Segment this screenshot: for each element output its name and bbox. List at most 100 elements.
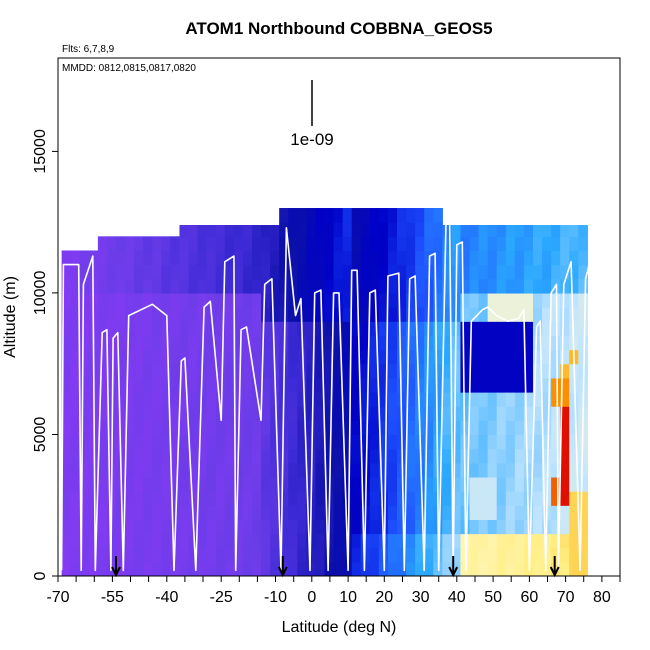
heatmap-cell [496, 250, 507, 266]
heatmap-cell [469, 476, 480, 492]
heatmap-cell [134, 406, 144, 421]
heatmap-cell [242, 462, 253, 478]
heatmap-cell [315, 420, 326, 436]
heatmap-cell [315, 434, 326, 450]
heatmap-cell [333, 533, 344, 549]
heatmap-cell [532, 547, 543, 563]
heatmap-cell [134, 519, 144, 535]
heatmap-cell [496, 335, 507, 351]
heatmap-cell [415, 561, 425, 576]
heatmap-cell [97, 561, 108, 576]
heatmap-cell [224, 321, 235, 336]
heatmap-cell [70, 434, 81, 450]
heatmap-cell [478, 349, 489, 365]
heatmap-cell [197, 236, 208, 252]
heatmap-cell [242, 406, 253, 421]
heatmap-cell [342, 406, 353, 421]
heatmap-cell [406, 491, 416, 506]
heatmap-cell [369, 363, 380, 379]
heatmap-cell [415, 533, 425, 549]
heatmap-cell [433, 278, 443, 294]
arrow-head [448, 566, 459, 578]
heatmap-cell [233, 349, 244, 365]
heatmap-cell [188, 547, 199, 563]
heatmap-cell [79, 349, 90, 365]
heatmap-cell [233, 236, 244, 252]
heatmap-cell [224, 420, 235, 436]
heatmap-cell [134, 264, 144, 280]
heatmap-cell [161, 420, 171, 436]
heatmap-cell [496, 225, 507, 237]
heatmap-cell [197, 392, 208, 407]
heatmap-cell [369, 349, 380, 365]
heatmap-cell [406, 533, 416, 549]
heatmap-cell [79, 321, 90, 336]
heatmap-cell [424, 349, 434, 365]
heatmap-cell [333, 335, 344, 351]
heatmap-cell [70, 561, 81, 576]
heatmap-cell [333, 377, 344, 393]
heatmap-cell [369, 491, 380, 506]
heatmap-cell [215, 519, 226, 535]
heatmap-cell [478, 533, 489, 549]
heatmap-cell [70, 349, 81, 365]
heatmap-cell [315, 519, 326, 535]
heatmap-cell [116, 264, 126, 280]
heatmap-cell [505, 225, 516, 237]
heatmap-cell [261, 264, 271, 280]
heatmap-cell [315, 406, 326, 421]
heatmap-cell [270, 264, 280, 280]
heatmap-cell [224, 225, 235, 237]
heatmap-cell [215, 547, 226, 563]
heatmap-cell [315, 321, 326, 336]
heatmap-cell [70, 519, 81, 535]
heatmap-cell [270, 491, 280, 506]
plot-frame [57, 57, 621, 577]
heatmap-cell [206, 519, 217, 535]
heatmap-cell [79, 278, 90, 294]
x-tick-label: 50 [484, 589, 502, 606]
heatmap-cell [188, 392, 199, 407]
heatmap-cell [61, 434, 72, 450]
heatmap-cell [306, 363, 317, 379]
heatmap-cell [433, 292, 443, 308]
heatmap-cell [415, 236, 425, 252]
heatmap-cell [360, 278, 371, 294]
heatmap-cell [233, 533, 244, 549]
heatmap-cell [551, 406, 561, 421]
heatmap-cell [551, 533, 561, 549]
heatmap-cell [351, 491, 362, 506]
heatmap-cell [161, 505, 171, 520]
heatmap-cell [152, 505, 162, 520]
heatmap-cell [460, 278, 471, 294]
heatmap-cell [342, 434, 353, 450]
heatmap-cell [152, 363, 162, 379]
heatmap-cell [143, 278, 153, 294]
heatmap-cell [188, 307, 199, 322]
heatmap-cell [378, 377, 389, 393]
heatmap-cell [233, 225, 244, 237]
heatmap-cell [306, 278, 317, 294]
heatmap-cell [496, 561, 507, 576]
heatmap-cell [387, 533, 398, 549]
heatmap-cell [297, 264, 307, 280]
heatmap-cell [478, 434, 489, 450]
heatmap-cell [88, 505, 99, 520]
heatmap-cell [279, 476, 289, 492]
heatmap-cell [433, 250, 443, 266]
heatmap-cell [143, 547, 153, 563]
heatmap-cell [324, 349, 335, 365]
heatmap-cell [514, 363, 525, 379]
x-tick-label: -70 [46, 589, 69, 606]
heatmap-cell [469, 264, 480, 280]
heatmap-cell [79, 491, 90, 506]
heatmap-cell [170, 448, 181, 464]
heatmap-cell [387, 363, 398, 379]
heatmap-cell [97, 363, 108, 379]
heatmap-cell [297, 292, 307, 308]
heatmap-cell [143, 349, 153, 365]
heatmap-cell [369, 222, 380, 237]
heatmap-cell [360, 547, 371, 563]
heatmap-cell [378, 222, 389, 237]
heatmap-cell [442, 406, 452, 421]
